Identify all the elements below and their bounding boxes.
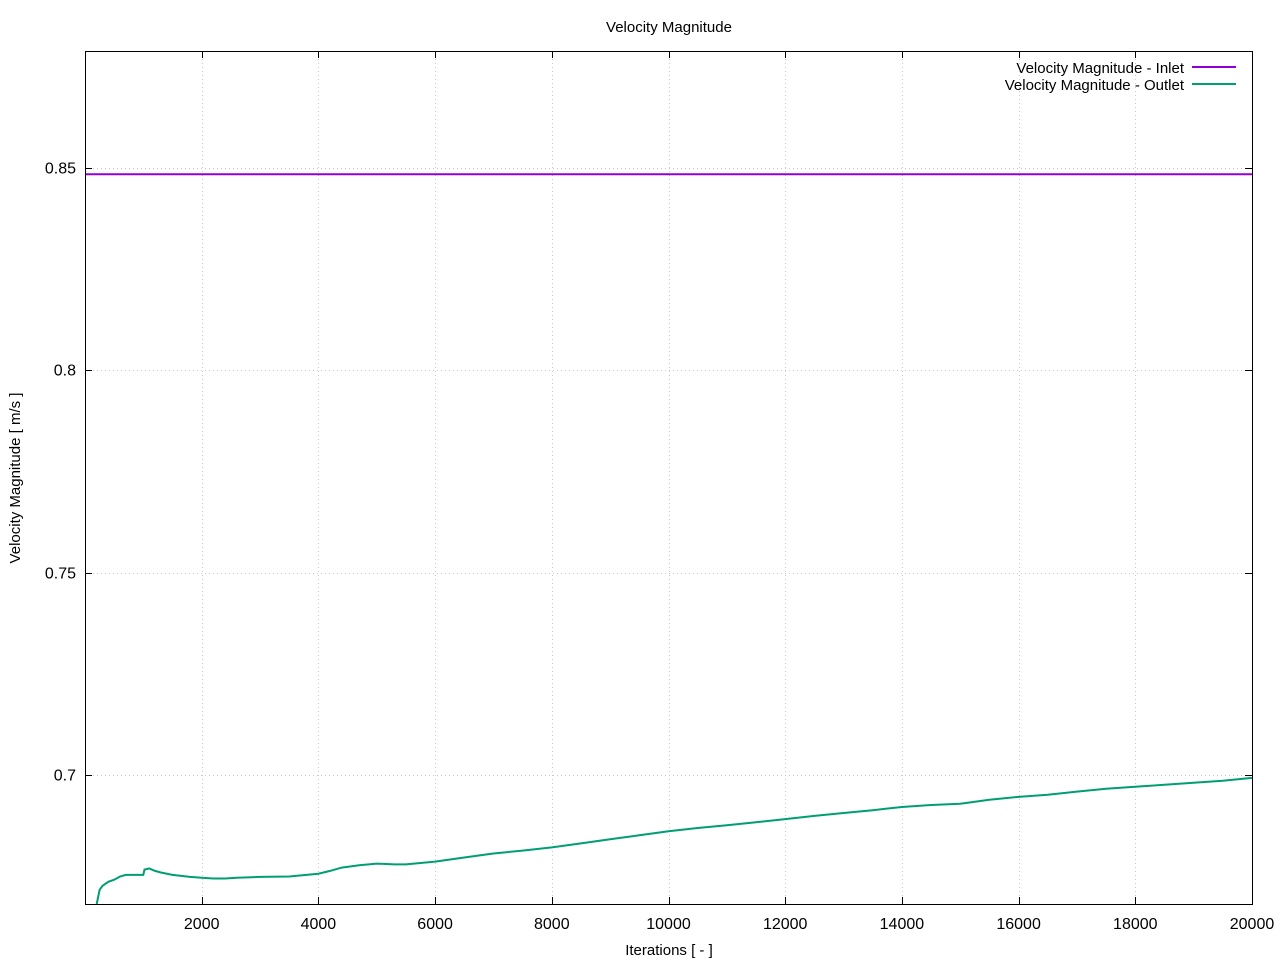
- x-tick-label: 6000: [417, 916, 453, 933]
- x-axis-label: Iterations [ - ]: [625, 942, 713, 959]
- series-line-outlet: [95, 776, 1252, 904]
- x-tick-label: 2000: [184, 916, 220, 933]
- y-axis-label: Velocity Magnitude [ m/s ]: [7, 393, 24, 564]
- legend-label-outlet: Velocity Magnitude - Outlet: [1005, 77, 1185, 94]
- legend: Velocity Magnitude - Inlet Velocity Magn…: [1005, 60, 1236, 94]
- x-tick-label: 10000: [646, 916, 691, 933]
- grid-lines: [85, 51, 1253, 904]
- y-tick-label: 0.85: [45, 161, 76, 178]
- y-tick-label: 0.75: [45, 566, 76, 583]
- series-layer: [85, 173, 1252, 904]
- x-tick-labels: 2000 4000 6000 8000 10000 12000 14000 16000 1800…: [184, 916, 1274, 933]
- x-tick-label: 12000: [763, 916, 808, 933]
- x-tick-label: 16000: [996, 916, 1041, 933]
- x-tick-label: 8000: [534, 916, 570, 933]
- x-tick-label: 18000: [1113, 916, 1158, 933]
- axis-ticks: [85, 51, 1253, 904]
- y-tick-labels: 0.7 0.75 0.8 0.85: [45, 161, 76, 785]
- x-tick-label: 4000: [301, 916, 337, 933]
- chart-title: Velocity Magnitude: [606, 19, 732, 36]
- y-tick-label: 0.7: [54, 768, 76, 785]
- legend-label-inlet: Velocity Magnitude - Inlet: [1016, 60, 1184, 77]
- x-tick-label: 14000: [880, 916, 925, 933]
- x-tick-label: 20000: [1230, 916, 1275, 933]
- y-tick-label: 0.8: [54, 363, 76, 380]
